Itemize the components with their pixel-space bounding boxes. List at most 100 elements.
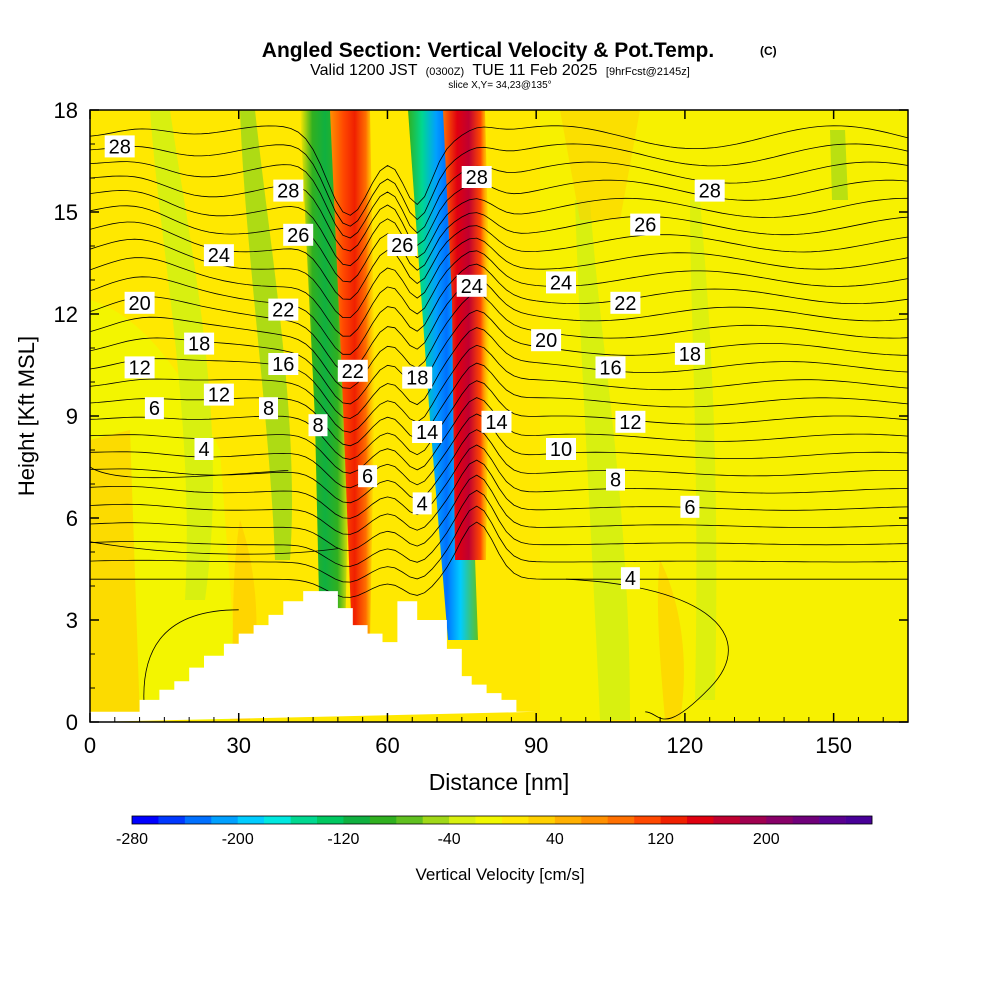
colorbar-swatch xyxy=(132,816,159,824)
contour-label: 10 xyxy=(546,438,576,461)
colorbar xyxy=(131,815,873,825)
x-axis-label: Distance [nm] xyxy=(429,769,570,795)
colorbar-swatch xyxy=(396,816,424,824)
contour-label: 12 xyxy=(124,356,155,379)
isentrope-line xyxy=(90,125,908,216)
contour-label-box xyxy=(273,179,304,202)
contour-label-text: 26 xyxy=(634,215,656,237)
slice-info: slice X,Y= 34,23@135° xyxy=(448,80,551,91)
contour-label: 8 xyxy=(259,397,278,420)
contour-label: 20 xyxy=(124,291,155,315)
contour-label: 26 xyxy=(630,213,661,237)
contour-label-text: 8 xyxy=(610,470,621,492)
colorbar-swatch xyxy=(634,816,661,824)
contour-label-text: 4 xyxy=(198,439,209,461)
colorbar-tick-label: 120 xyxy=(647,831,674,848)
forecast-info: [9hrFcst@2145z] xyxy=(606,66,690,78)
isentrope-line xyxy=(90,190,908,267)
contour-label: 28 xyxy=(104,135,135,158)
contour-label: 22 xyxy=(610,291,641,315)
contour-label-box xyxy=(124,356,155,379)
contour-label: 20 xyxy=(531,329,562,352)
contour-label: 14 xyxy=(481,410,512,434)
valid-utc: (0300Z) xyxy=(426,66,465,78)
valid-time: Valid 1200 JST xyxy=(310,62,418,79)
colorbar-swatch xyxy=(713,816,741,824)
colorbar-tick-label: 200 xyxy=(753,831,780,848)
colorbar-swatch xyxy=(343,816,371,824)
contour-label: 8 xyxy=(308,414,328,437)
isentrope-line xyxy=(90,474,908,551)
contour-label: 4 xyxy=(620,567,640,590)
contour-label: 18 xyxy=(674,342,705,366)
colorbar-swatch xyxy=(475,816,503,824)
contour-label: 24 xyxy=(456,274,487,298)
isentrope-line xyxy=(90,466,289,479)
contour-label: 4 xyxy=(194,438,214,461)
contour-label: 26 xyxy=(283,223,314,247)
contour-label: 6 xyxy=(358,465,378,488)
isentrope-line xyxy=(90,175,908,252)
contour-label-text: 22 xyxy=(342,361,364,383)
contour-label-text: 8 xyxy=(312,415,323,437)
contour-label-text: 14 xyxy=(485,412,507,434)
contour-label-box xyxy=(308,414,328,437)
potential-temperature-contours xyxy=(90,125,908,720)
contour-label-box xyxy=(124,291,155,314)
contour-label: 22 xyxy=(337,359,368,383)
isentrope-line xyxy=(90,143,908,227)
contour-label-text: 26 xyxy=(287,225,309,247)
contour-label-box xyxy=(412,492,432,515)
contour-label-text: 18 xyxy=(188,334,210,356)
contour-label: 6 xyxy=(680,495,700,519)
colorbar-swatch xyxy=(211,816,239,824)
isentrope-line xyxy=(90,541,338,555)
contour-label: 26 xyxy=(387,234,418,257)
contour-label-box xyxy=(674,342,705,365)
isentrope-line xyxy=(90,309,908,405)
y-tick-label: 9 xyxy=(66,404,78,429)
colorbar-swatch xyxy=(422,816,450,824)
isentrope-line xyxy=(90,293,908,389)
contour-label-text: 22 xyxy=(614,293,636,315)
contour-label: 22 xyxy=(268,298,299,322)
colorbar-swatch xyxy=(290,816,318,824)
y-tick-label: 6 xyxy=(66,506,78,531)
colorbar-tick-labels: -280 -200 -120 -40 40 120 200 xyxy=(116,831,780,848)
isentrope-line xyxy=(90,263,908,355)
contour-label-text: 28 xyxy=(699,181,721,203)
isentrope-line xyxy=(143,609,239,712)
y-tick-label: 3 xyxy=(66,608,78,633)
contour-label-text: 6 xyxy=(149,398,160,420)
isentrope-line xyxy=(90,444,908,519)
contour-label-text: 12 xyxy=(619,412,641,434)
colorbar-swatch xyxy=(554,816,582,824)
isentrope-line xyxy=(90,250,908,337)
colorbar-swatch xyxy=(237,816,265,824)
contour-label-box xyxy=(402,366,433,389)
isentrope-line xyxy=(90,380,908,460)
colorbar-swatch xyxy=(158,816,186,824)
y-tick-label: 0 xyxy=(66,710,78,735)
y-tick-label: 12 xyxy=(54,302,78,327)
chart-title: Angled Section: Vertical Velocity & Pot.… xyxy=(262,39,714,62)
contour-label-text: 6 xyxy=(362,466,373,488)
contour-label-text: 8 xyxy=(263,398,274,420)
colorbar-tick-label: -200 xyxy=(222,831,254,848)
x-tick-label: 60 xyxy=(375,733,399,758)
colorbar-frame xyxy=(131,815,873,825)
isentrope-line xyxy=(90,489,908,567)
x-tick-label: 150 xyxy=(815,733,852,758)
colorbar-swatch xyxy=(845,816,873,824)
contour-label-box xyxy=(144,397,164,420)
contour-label: 18 xyxy=(184,332,215,356)
contour-label-text: 28 xyxy=(109,136,131,158)
contour-label-box xyxy=(630,213,661,236)
contour-label-box xyxy=(680,495,700,518)
contour-label-text: 26 xyxy=(391,235,413,257)
contour-label-text: 20 xyxy=(535,330,557,352)
colorbar-tick-label: 40 xyxy=(546,831,564,848)
colorbar-swatch xyxy=(184,816,212,824)
contour-label-box xyxy=(546,271,576,294)
terrain-mask xyxy=(90,591,537,722)
